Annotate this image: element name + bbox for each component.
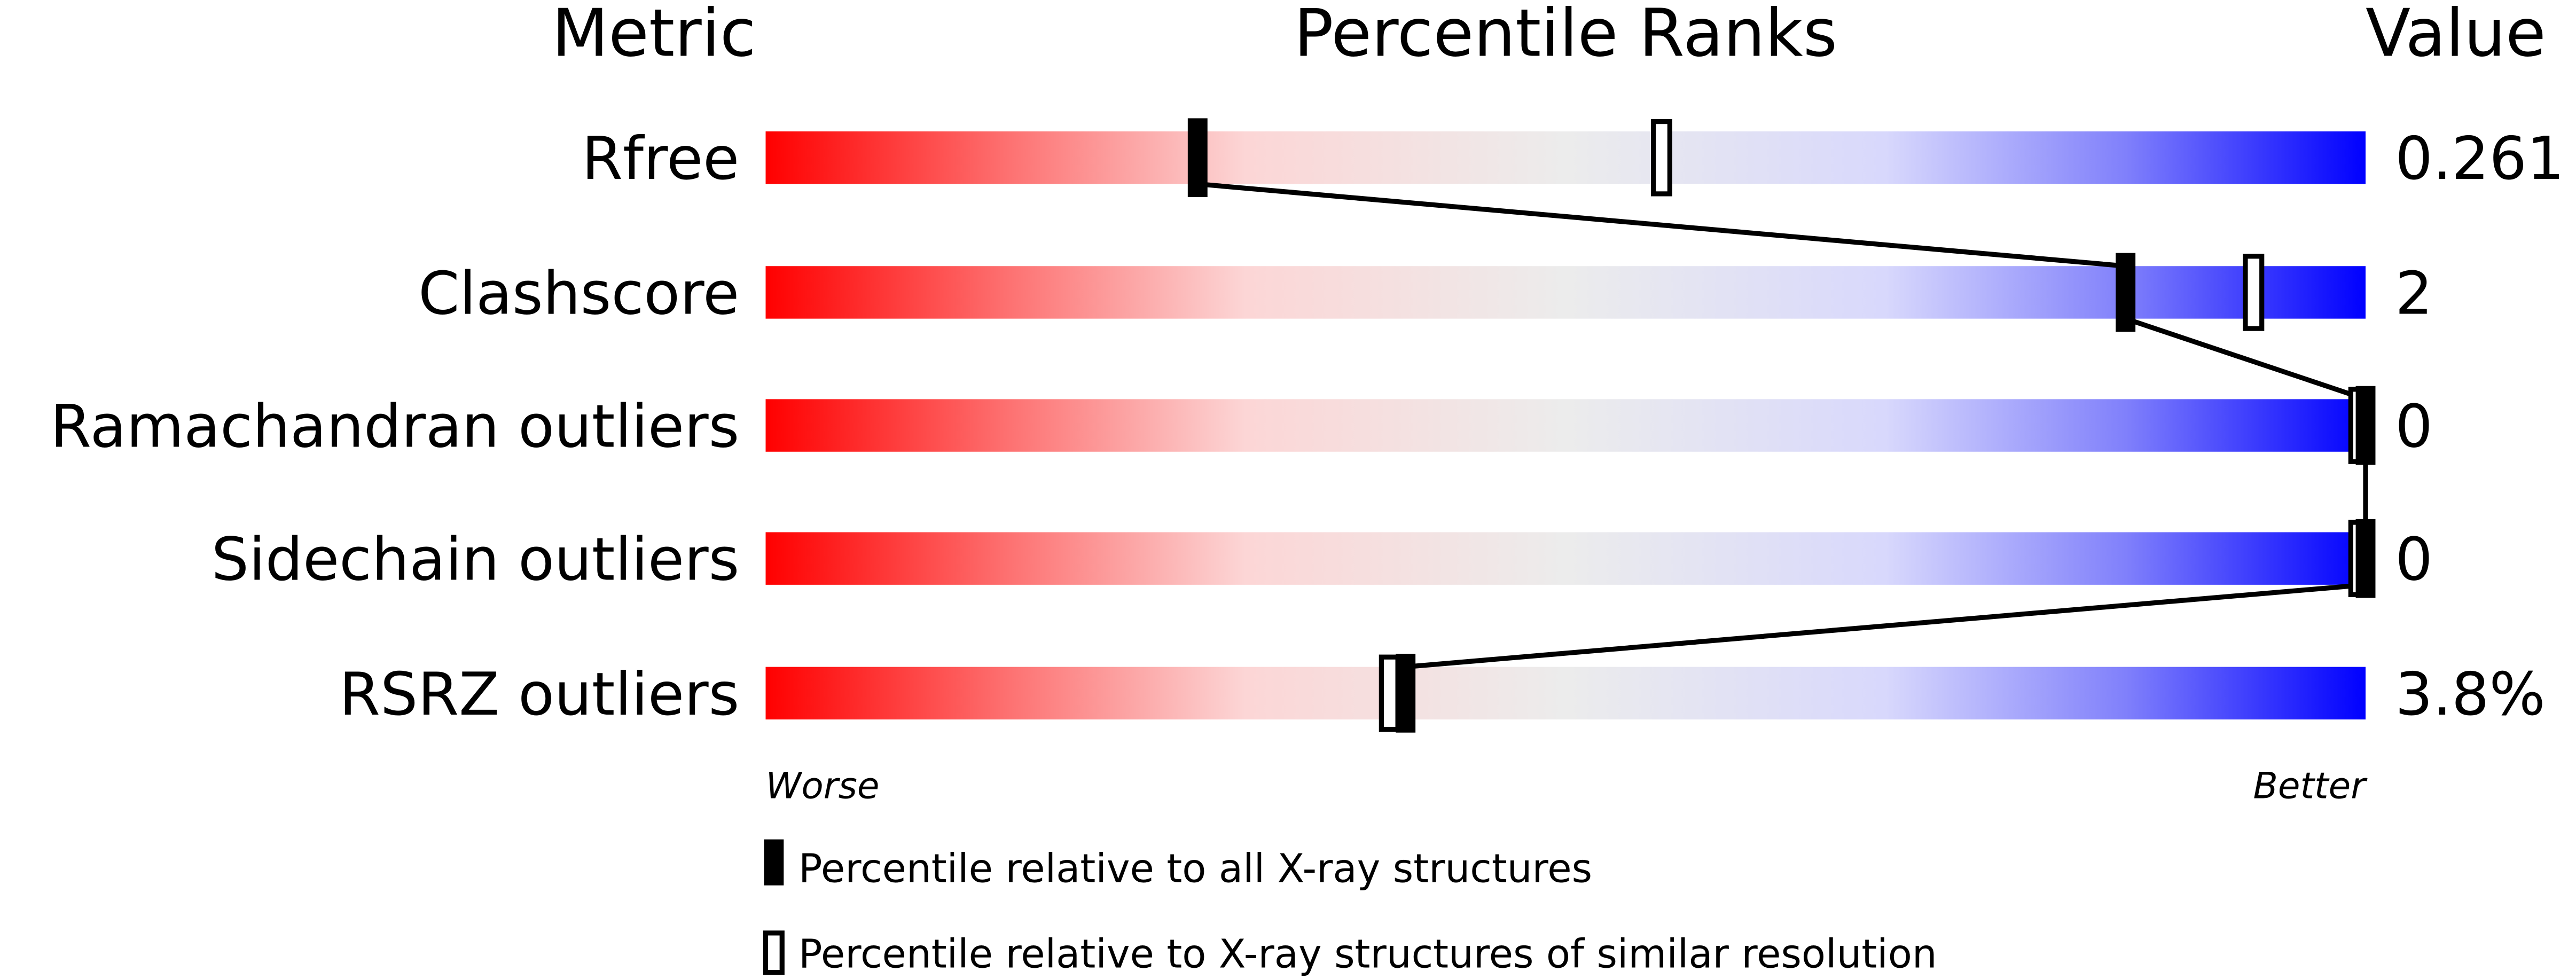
- legend-similar-label: Percentile relative to X-ray structures …: [798, 931, 1937, 977]
- metric-value: 3.8%: [2395, 660, 2545, 729]
- legend-all-label: Percentile relative to all X-ray structu…: [798, 846, 1592, 892]
- all-structures-marker: [2355, 386, 2376, 465]
- metric-label: Sidechain outliers: [212, 526, 740, 594]
- metric-value: 0.261: [2395, 124, 2564, 193]
- legend-open-marker-icon: [763, 930, 785, 975]
- similar-resolution-marker: [1651, 119, 1672, 197]
- percentile-bar: [765, 532, 2366, 585]
- metric-label: RSRZ outliers: [339, 660, 739, 729]
- similar-resolution-marker: [1379, 654, 1400, 732]
- connector-line: [1405, 582, 2366, 670]
- header-metric: Metric: [552, 0, 756, 72]
- percentile-bar: [765, 131, 2366, 184]
- similar-resolution-marker: [2243, 254, 2265, 331]
- connector-line: [2125, 316, 2367, 402]
- axis-better-label: Better: [2253, 765, 2368, 807]
- header-value: Value: [2366, 0, 2546, 72]
- all-structures-marker: [2355, 519, 2376, 598]
- all-structures-marker: [2116, 253, 2136, 332]
- percentile-bar: [765, 399, 2366, 452]
- header-percentile-ranks: Percentile Ranks: [1294, 0, 1837, 72]
- metric-value: 0: [2395, 526, 2432, 594]
- axis-worse-label: Worse: [765, 765, 879, 807]
- percentile-bar: [765, 667, 2366, 720]
- metric-label: Rfree: [582, 124, 739, 193]
- metric-label: Clashscore: [418, 259, 739, 328]
- connector-line: [1197, 181, 2126, 269]
- metric-label: Ramachandran outliers: [50, 393, 739, 461]
- all-structures-marker: [1396, 654, 1416, 733]
- metric-value: 0: [2395, 393, 2432, 461]
- metric-value: 2: [2395, 259, 2432, 328]
- all-structures-marker: [1187, 118, 1208, 198]
- legend-filled-marker-icon: [764, 839, 784, 886]
- percentile-bar: [765, 266, 2366, 319]
